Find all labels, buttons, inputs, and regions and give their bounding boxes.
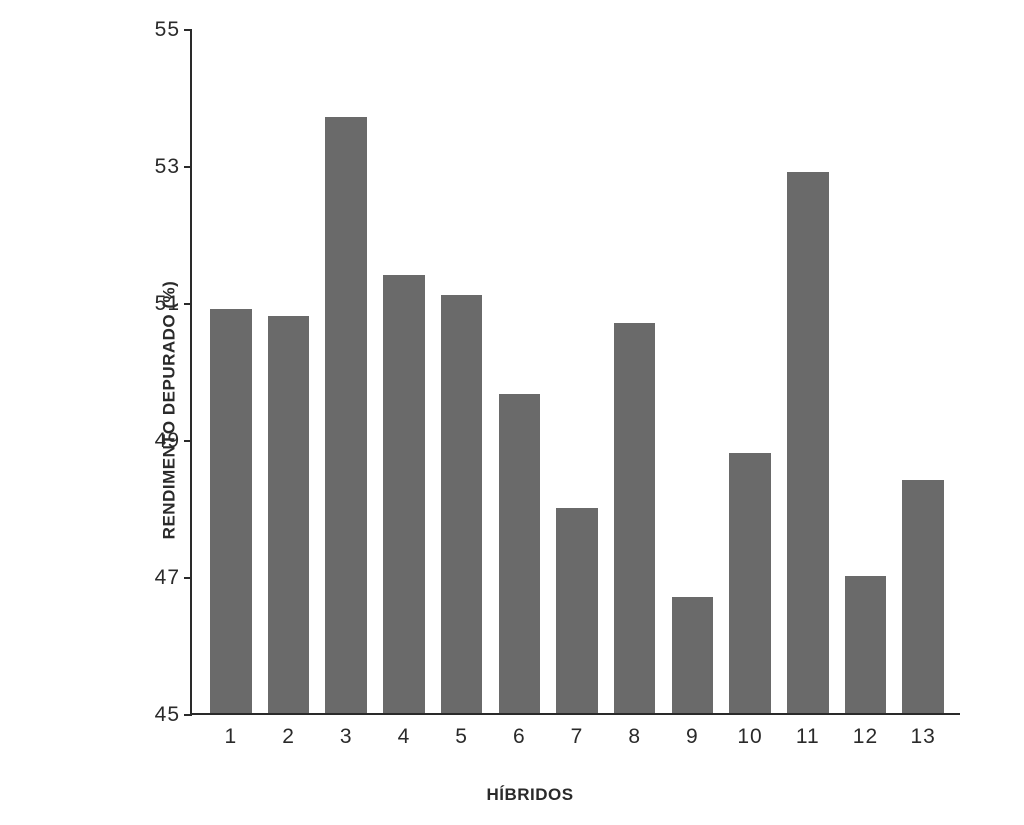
y-tick-mark	[184, 440, 192, 442]
y-tick-label: 49	[155, 429, 180, 453]
x-tick-label: 3	[340, 725, 353, 749]
y-tick-label: 45	[155, 703, 180, 727]
bar	[441, 295, 483, 713]
bar	[383, 275, 425, 713]
x-tick-label: 7	[571, 725, 584, 749]
y-tick-mark	[184, 166, 192, 168]
x-tick-label: 13	[910, 725, 935, 749]
x-tick-label: 11	[796, 725, 820, 749]
y-tick-label: 53	[155, 155, 180, 179]
x-tick-label: 8	[628, 725, 641, 749]
bar	[729, 453, 771, 713]
y-tick-label: 55	[155, 18, 180, 42]
x-tick-label: 4	[398, 725, 411, 749]
x-tick-label: 5	[455, 725, 468, 749]
x-tick-label: 2	[282, 725, 295, 749]
x-tick-label: 10	[737, 725, 762, 749]
y-tick-mark	[184, 714, 192, 716]
bar	[268, 316, 310, 713]
x-tick-label: 9	[686, 725, 699, 749]
bar	[210, 309, 252, 713]
y-tick-label: 51	[155, 292, 180, 316]
x-axis-label: HÍBRIDOS	[486, 785, 573, 805]
bar	[845, 576, 887, 713]
chart-container: RENDIMENTO DEPURADO (%) 4547495153551234…	[80, 20, 980, 800]
x-tick-label: 6	[513, 725, 526, 749]
y-tick-mark	[184, 303, 192, 305]
y-tick-mark	[184, 29, 192, 31]
x-tick-label: 12	[853, 725, 878, 749]
plot-area: 45474951535512345678910111213	[190, 30, 960, 715]
y-axis-label: RENDIMENTO DEPURADO (%)	[159, 281, 179, 540]
bar	[325, 117, 367, 713]
bar	[556, 508, 598, 714]
bar	[902, 480, 944, 713]
bar	[614, 323, 656, 713]
y-tick-label: 47	[155, 566, 180, 590]
y-tick-mark	[184, 577, 192, 579]
bar	[499, 394, 541, 713]
bar	[787, 172, 829, 713]
bar	[672, 597, 714, 713]
x-tick-label: 1	[225, 725, 238, 749]
